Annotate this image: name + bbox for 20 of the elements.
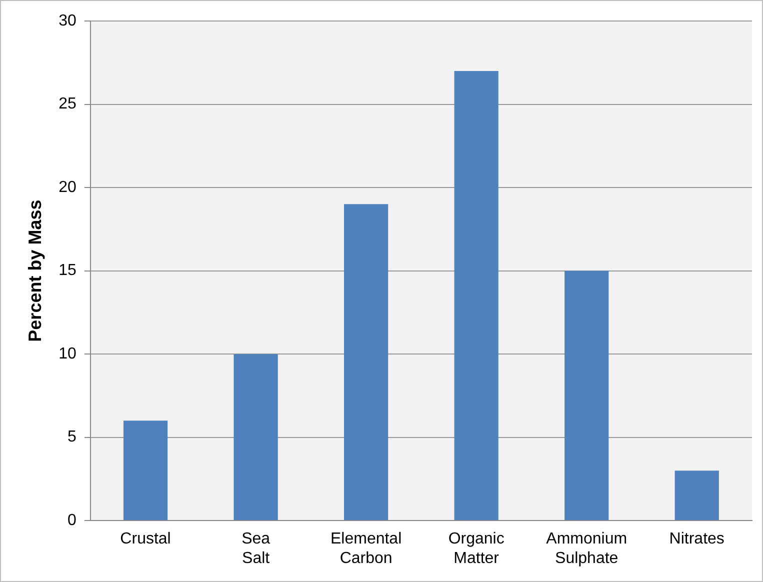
y-tick-label: 5 [67, 428, 76, 446]
x-tick-label: Crustal [120, 530, 171, 548]
y-tick-label: 30 [58, 12, 76, 30]
x-tick-label: Organic Matter [448, 530, 504, 567]
bar [674, 470, 719, 520]
bar [564, 270, 609, 520]
y-tick-label: 10 [58, 345, 76, 362]
y-tick-label: 20 [58, 178, 76, 196]
x-tick-label: Elemental Carbon [330, 530, 402, 567]
y-axis-title: Percent by Mass [24, 200, 45, 342]
bar [344, 204, 388, 520]
x-tick-label: Nitrates [669, 530, 724, 548]
x-tick-label: Sea Salt [242, 530, 270, 567]
bar [234, 354, 278, 520]
x-tick-label: Ammonium Sulphate [546, 530, 628, 567]
y-tick-label: 25 [58, 96, 76, 113]
y-tick-label: 0 [67, 512, 76, 530]
bar [123, 420, 168, 520]
bar [454, 70, 498, 520]
y-tick-label: 15 [58, 262, 76, 280]
